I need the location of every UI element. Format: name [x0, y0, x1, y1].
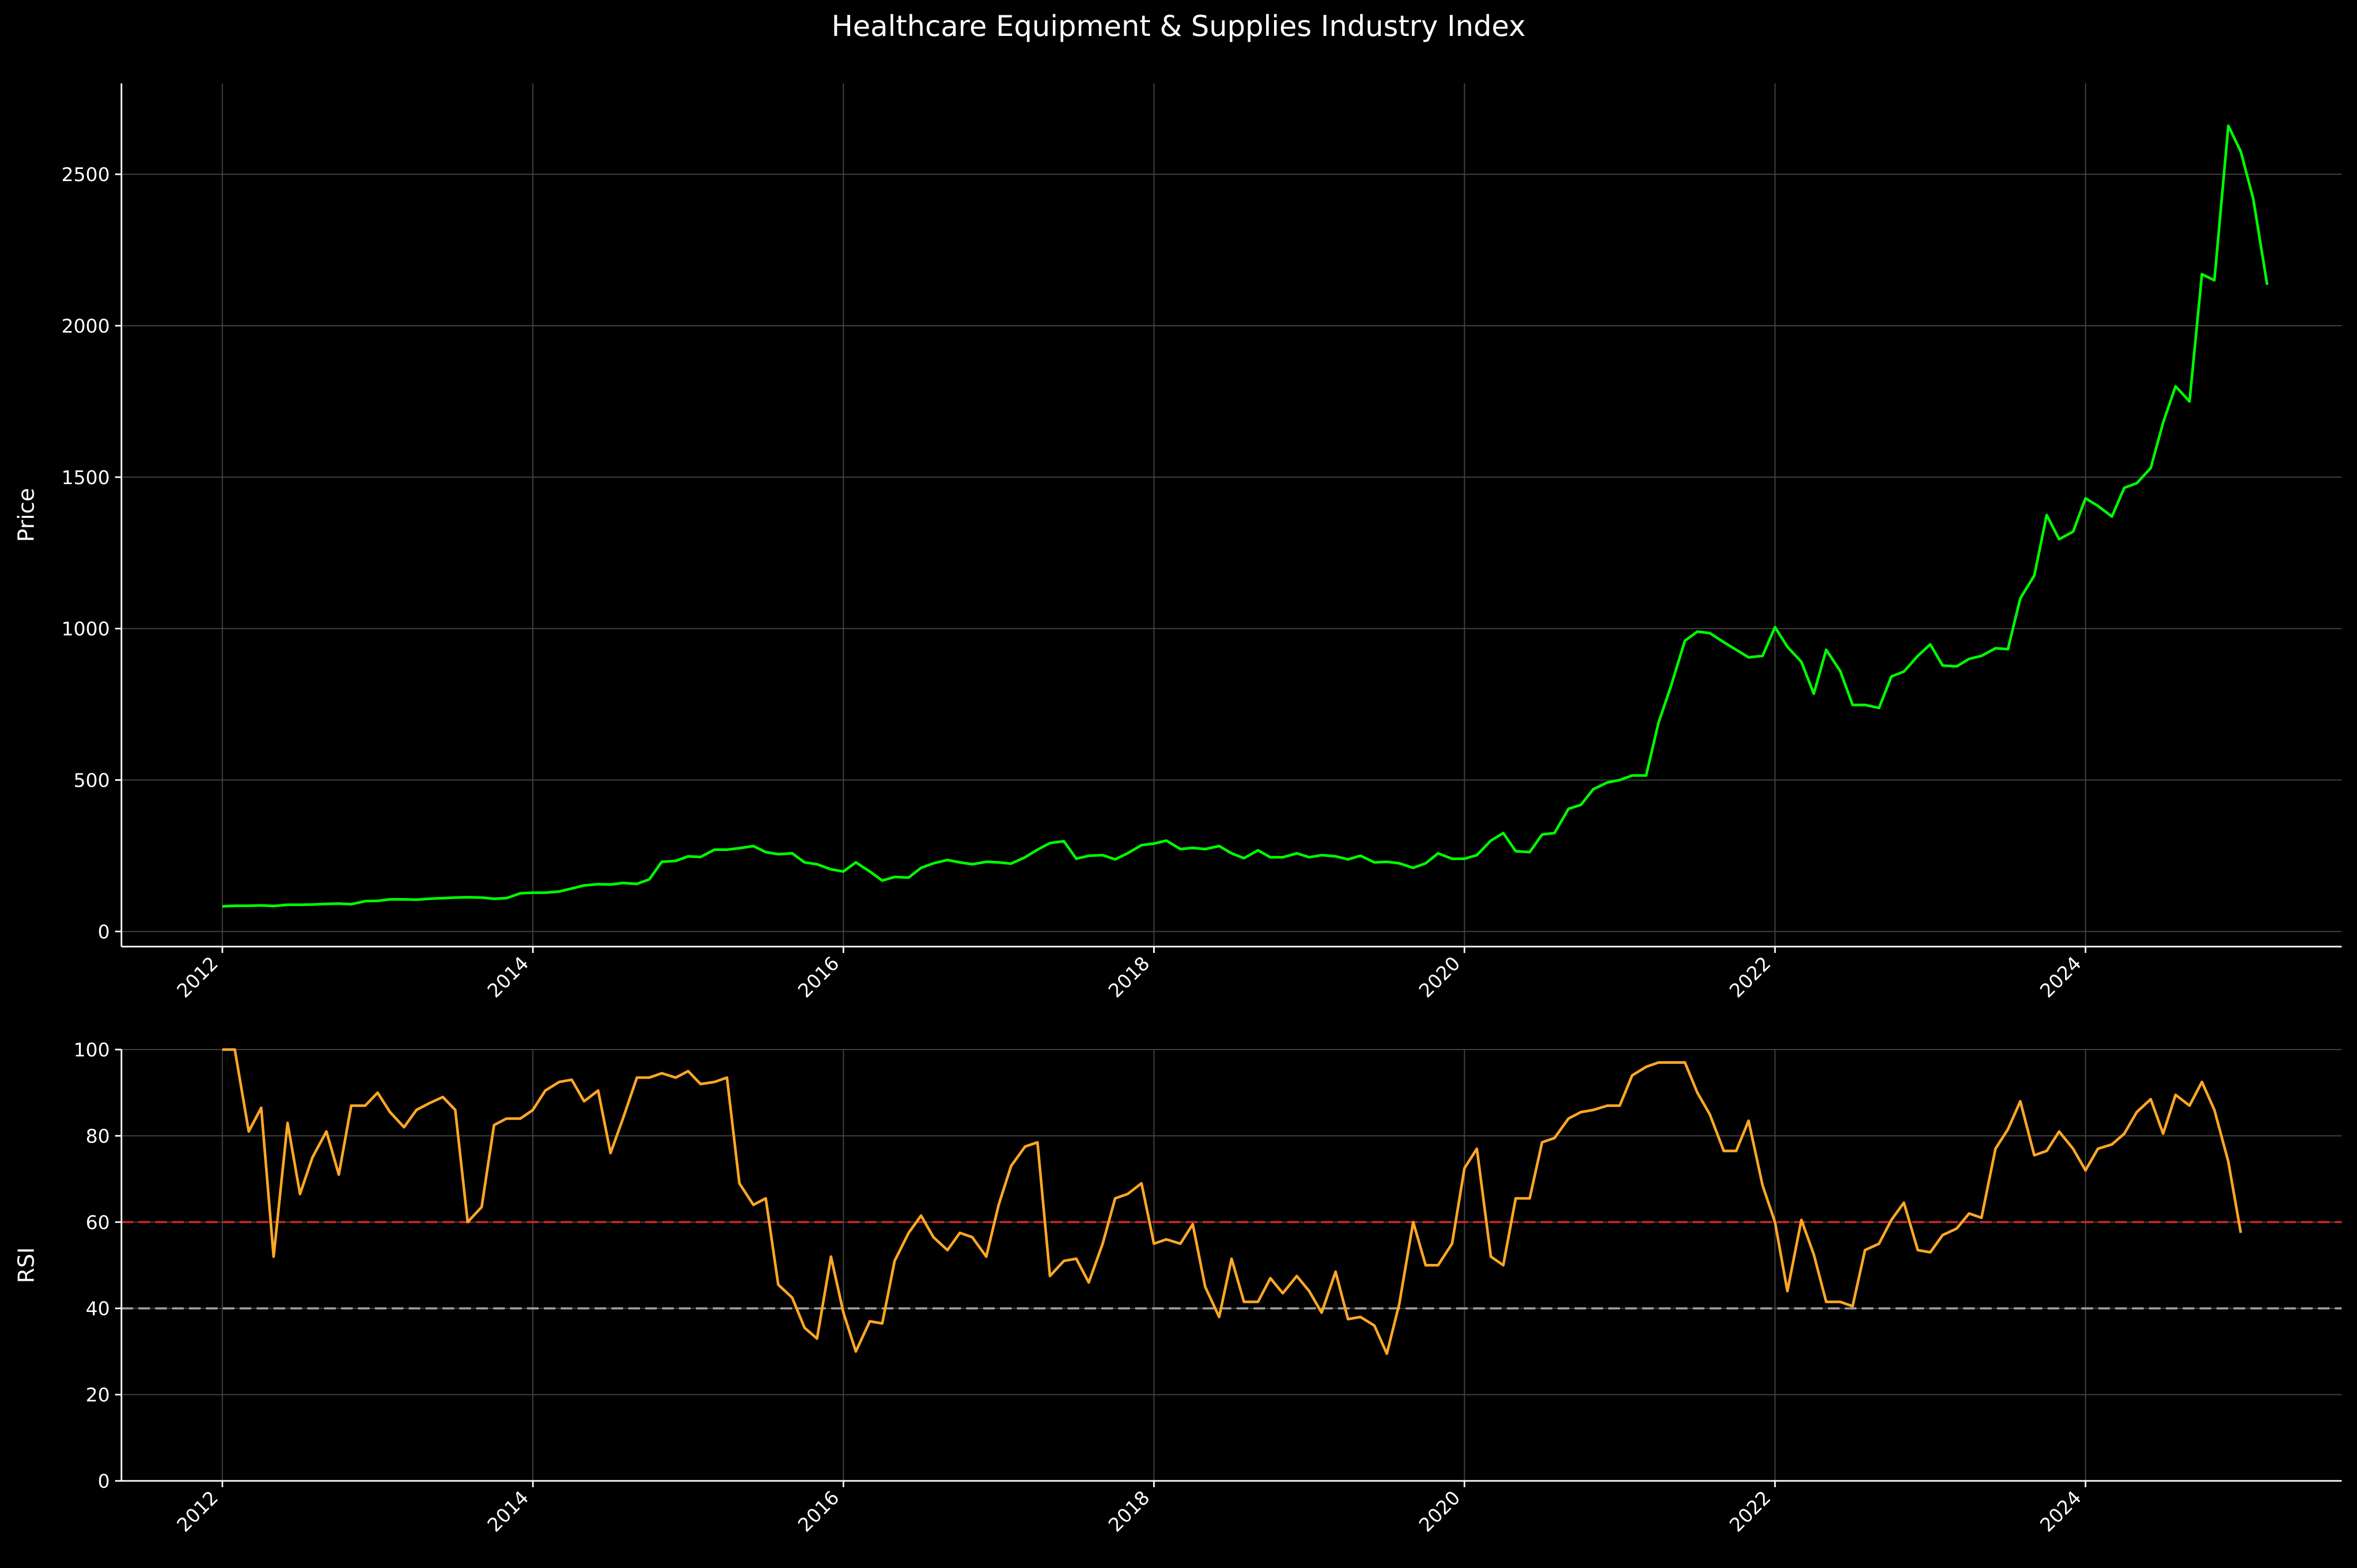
rsi-y-axis-label: RSI: [13, 1247, 39, 1283]
price-y-tick-label: 2000: [61, 316, 110, 337]
rsi-series-line: [222, 1048, 2242, 1355]
price-y-axis-label: Price: [13, 488, 39, 542]
price-y-tick-label: 0: [98, 921, 110, 943]
price-y-tick-label: 2500: [61, 164, 110, 186]
rsi-y-tick-label: 40: [86, 1298, 110, 1320]
price-series-line: [222, 124, 2269, 908]
chart-title: Healthcare Equipment & Supplies Industry…: [832, 10, 1526, 43]
rsi-y-tick-label: 0: [98, 1471, 110, 1493]
price-y-tick-label: 500: [73, 770, 110, 791]
price-y-tick-label: 1000: [61, 619, 110, 640]
rsi-y-tick-label: 100: [73, 1040, 110, 1061]
rsi-y-tick-label: 20: [86, 1385, 110, 1406]
rsi-y-tick-label: 80: [86, 1126, 110, 1147]
price-y-tick-label: 1500: [61, 467, 110, 489]
rsi-y-tick-label: 60: [86, 1212, 110, 1234]
